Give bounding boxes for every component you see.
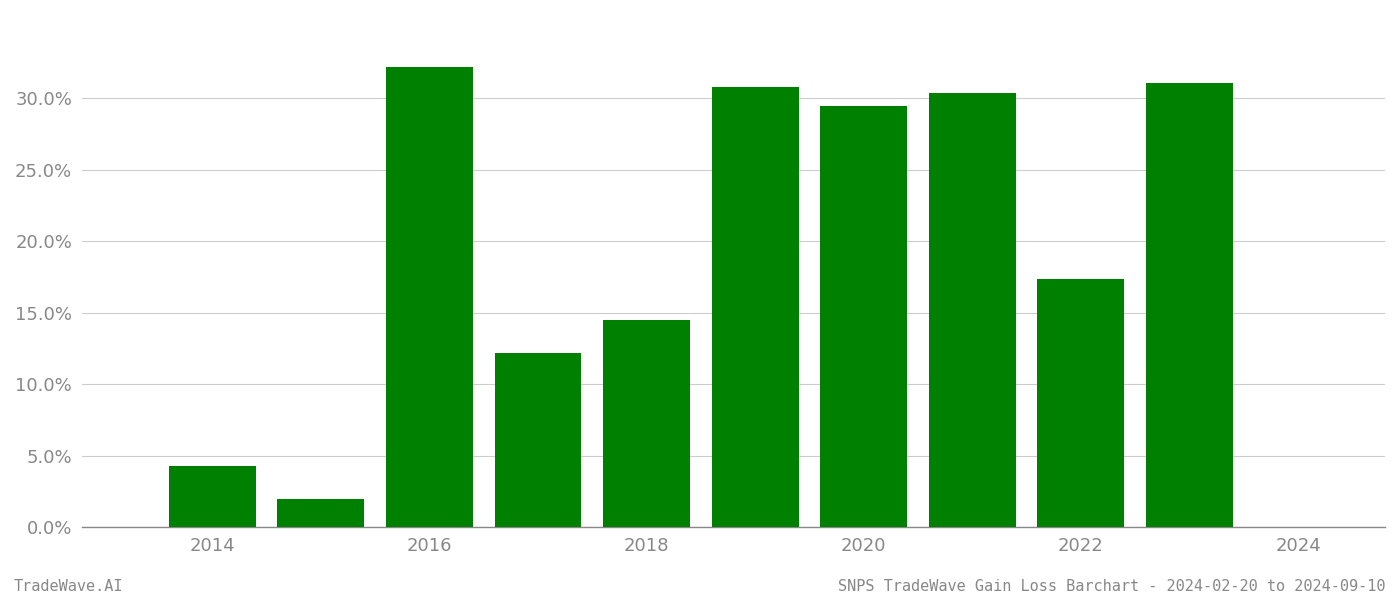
Bar — [928, 93, 1016, 527]
Bar — [603, 320, 690, 527]
Bar — [494, 353, 581, 527]
Bar — [711, 87, 798, 527]
Bar — [1147, 83, 1233, 527]
Bar — [169, 466, 256, 527]
Bar — [386, 67, 473, 527]
Text: SNPS TradeWave Gain Loss Barchart - 2024-02-20 to 2024-09-10: SNPS TradeWave Gain Loss Barchart - 2024… — [839, 579, 1386, 594]
Text: TradeWave.AI: TradeWave.AI — [14, 579, 123, 594]
Bar — [1037, 278, 1124, 527]
Bar — [820, 106, 907, 527]
Bar — [277, 499, 364, 527]
